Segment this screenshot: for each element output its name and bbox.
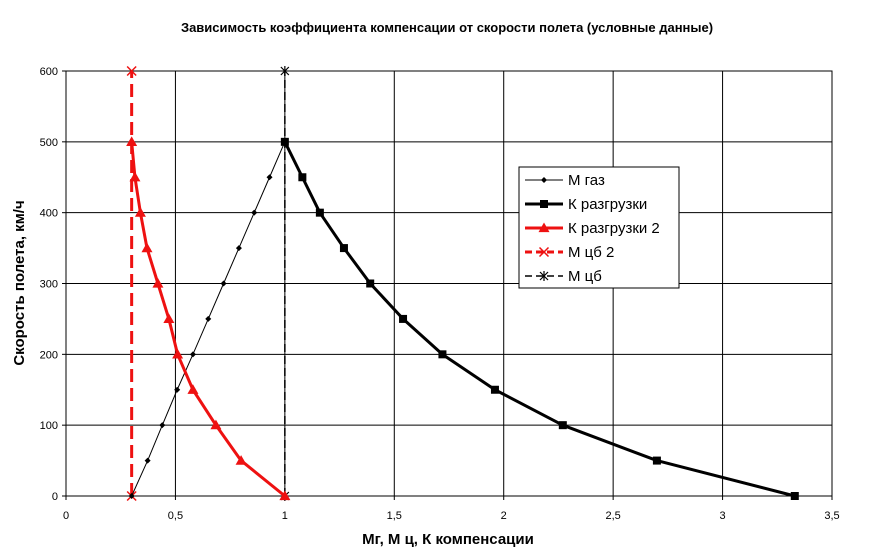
- legend-label: М цб 2: [568, 244, 614, 261]
- legend-label: М газ: [568, 172, 605, 189]
- marker-stroke: [126, 65, 137, 77]
- data-point-square: [438, 350, 447, 359]
- legend-item: М цб 2: [525, 244, 614, 261]
- data-point-square: [339, 244, 348, 253]
- legend-label: М цб: [568, 268, 602, 285]
- data-point-triangle: [235, 455, 247, 465]
- data-point-diamond: [266, 174, 273, 181]
- y-tick-label: 0: [52, 491, 58, 503]
- y-axis-title: Скорость полета, км/ч: [11, 200, 28, 365]
- x-tick-label: 2,5: [605, 510, 620, 522]
- x-tick-label: 2: [501, 510, 507, 522]
- data-point-square: [652, 456, 661, 465]
- x-tick-label: 1: [282, 510, 288, 522]
- data-point-diamond: [128, 493, 135, 499]
- y-tick-label: 200: [40, 349, 58, 361]
- data-point-square: [280, 137, 289, 146]
- series-2: [280, 137, 799, 500]
- data-point-triangle: [152, 278, 164, 288]
- x-tick-label: 0: [63, 510, 69, 522]
- data-point-triangle: [134, 207, 146, 217]
- data-point-star: [280, 66, 290, 76]
- x-tick-label: 1,5: [387, 510, 402, 522]
- series-3: [126, 136, 291, 501]
- data-point-x: [538, 246, 550, 258]
- data-point-triangle: [129, 171, 141, 182]
- legend-item: М цб: [525, 268, 602, 285]
- data-point-square: [790, 492, 799, 500]
- data-point-triangle: [163, 313, 175, 324]
- data-point-star: [539, 271, 549, 281]
- data-point-diamond: [159, 422, 166, 429]
- data-point-diamond: [220, 280, 227, 287]
- legend: М газ К разгрузки К разгрузки 2 М цб 2 М цб: [518, 166, 680, 289]
- data-point-square: [399, 314, 408, 323]
- data-point-diamond: [144, 457, 151, 464]
- y-tick-label: 100: [40, 420, 58, 432]
- legend-label: К разгрузки 2: [568, 220, 660, 237]
- y-tick-label: 500: [40, 137, 58, 149]
- data-point-triangle: [126, 136, 138, 146]
- y-tick-label: 400: [40, 208, 58, 220]
- x-tick-label: 0,5: [168, 510, 183, 522]
- chart-title: Зависимость коэффициента компенсации от …: [181, 20, 713, 35]
- data-point-diamond: [174, 386, 181, 393]
- series-1: [128, 138, 288, 499]
- data-point-triangle: [279, 490, 291, 501]
- legend-item: К разгрузки 2: [525, 220, 660, 237]
- data-point-diamond: [235, 245, 242, 252]
- data-point-diamond: [251, 209, 258, 216]
- data-point-square: [558, 421, 567, 430]
- data-point-triangle: [210, 419, 222, 430]
- data-point-square: [315, 208, 324, 217]
- data-point-square: [490, 385, 499, 394]
- x-tick-label: 3: [720, 510, 726, 522]
- legend-item: М газ: [525, 172, 605, 189]
- data-point-diamond: [189, 351, 196, 358]
- data-point-triangle: [172, 348, 184, 359]
- y-tick-label: 600: [40, 66, 58, 78]
- marker-stroke: [538, 246, 550, 258]
- data-point-triangle: [538, 222, 550, 233]
- data-point-square: [298, 173, 307, 182]
- data-point-diamond: [541, 177, 547, 183]
- legend-item: К разгрузки: [525, 196, 647, 213]
- data-point-x: [126, 65, 137, 77]
- data-point-square: [540, 200, 548, 208]
- grid: [65, 70, 833, 497]
- x-axis-title: Мг, М ц, К компенсации: [362, 531, 534, 548]
- x-tick-label: 3,5: [824, 510, 839, 522]
- axis-ticks: 0 0,5 1 1,5 2 2,5 3 3,5 0 100 200 300 400 500 600: [40, 66, 840, 522]
- y-tick-label: 300: [40, 279, 58, 291]
- data-point-diamond: [205, 315, 212, 322]
- data-point-square: [366, 279, 375, 288]
- data-point-triangle: [141, 242, 153, 253]
- legend-label: К разгрузки: [568, 196, 647, 213]
- data-point-triangle: [187, 384, 199, 394]
- series: [126, 65, 799, 502]
